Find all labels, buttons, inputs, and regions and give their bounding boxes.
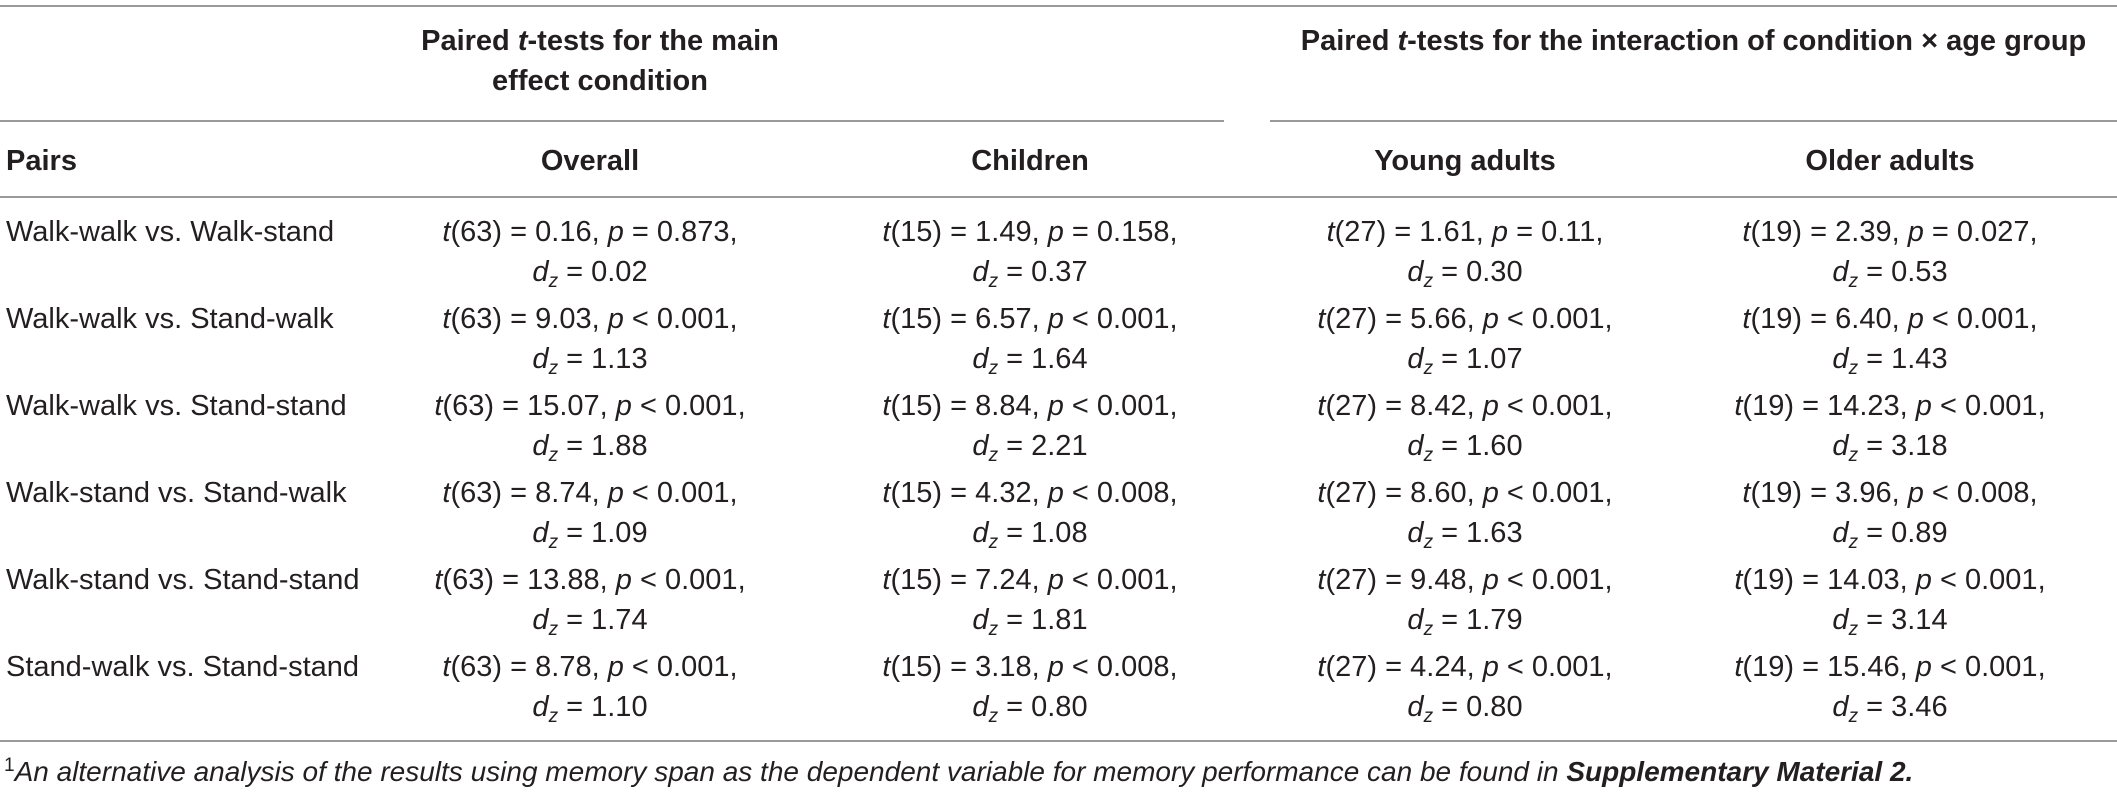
- col-head-young: Young adults: [1374, 145, 1556, 177]
- table-row: Walk-walk vs. Stand-stand t(63) = 15.07, …: [0, 386, 2117, 474]
- stat-cell-overall: t(63) = 13.88, p < 0.001, dz = 1.74: [434, 564, 746, 640]
- stat-cell-older: t(19) = 6.40, p < 0.001, dz = 1.43: [1742, 303, 2038, 379]
- main-effect-underline: [0, 120, 1224, 122]
- stat-cell-children: t(15) = 8.84, p < 0.001, dz = 2.21: [882, 390, 1178, 466]
- pair-label: Walk-walk vs. Walk-stand: [6, 216, 335, 248]
- stat-cell-young: t(27) = 1.61, p = 0.11, dz = 0.30: [1326, 216, 1604, 292]
- stat-cell-children: t(15) = 3.18, p < 0.008, dz = 0.80: [882, 651, 1178, 727]
- pair-label: Walk-walk vs. Stand-walk: [6, 303, 334, 335]
- stat-cell-children: t(15) = 4.32, p < 0.008, dz = 1.08: [882, 477, 1178, 553]
- interaction-underline: [1270, 120, 2117, 122]
- stat-cell-overall: t(63) = 0.16, p = 0.873, dz = 0.02: [442, 216, 738, 292]
- table-row: Walk-stand vs. Stand-walk t(63) = 8.74, p…: [0, 473, 2117, 561]
- col-head-pairs: Pairs: [6, 145, 77, 177]
- table-row: Walk-walk vs. Walk-stand t(63) = 0.16, p …: [0, 212, 2117, 300]
- stat-cell-overall: t(63) = 9.03, p < 0.001, dz = 1.13: [442, 303, 738, 379]
- main-effect-title: Paired t-tests for the main effect condi…: [330, 21, 870, 101]
- stat-cell-older: t(19) = 2.39, p = 0.027, dz = 0.53: [1742, 216, 2038, 292]
- stat-cell-older: t(19) = 3.96, p < 0.008, dz = 0.89: [1742, 477, 2038, 553]
- pair-label: Stand-walk vs. Stand-stand: [6, 651, 360, 683]
- bottom-rule: [0, 740, 2117, 742]
- col-head-children: Children: [971, 145, 1089, 177]
- pair-label: Walk-stand vs. Stand-walk: [6, 477, 347, 509]
- stat-cell-children: t(15) = 7.24, p < 0.001, dz = 1.81: [882, 564, 1178, 640]
- stat-cell-older: t(19) = 14.23, p < 0.001, dz = 3.18: [1734, 390, 2046, 466]
- main-effect-title-line2: effect condition: [492, 65, 708, 97]
- stat-cell-older: t(19) = 15.46, p < 0.001, dz = 3.46: [1734, 651, 2046, 727]
- top-rule: [0, 5, 2117, 7]
- footnote-text: An alternative analysis of the results u…: [14, 756, 1567, 787]
- pair-label: Walk-walk vs. Stand-stand: [6, 390, 347, 422]
- stat-cell-overall: t(63) = 8.74, p < 0.001, dz = 1.09: [442, 477, 738, 553]
- interaction-title: Paired t-tests for the interaction of co…: [1300, 25, 2087, 57]
- header-rule: [0, 196, 2117, 198]
- stat-cell-young: t(27) = 4.24, p < 0.001, dz = 0.80: [1317, 651, 1613, 727]
- stat-cell-young: t(27) = 8.60, p < 0.001, dz = 1.63: [1317, 477, 1613, 553]
- col-head-overall: Overall: [540, 145, 640, 177]
- table-row: Walk-walk vs. Stand-walk t(63) = 9.03, p …: [0, 299, 2117, 387]
- table-row: Stand-walk vs. Stand-stand t(63) = 8.78, …: [0, 647, 2117, 735]
- stat-cell-young: t(27) = 5.66, p < 0.001, dz = 1.07: [1317, 303, 1613, 379]
- stat-cell-young: t(27) = 9.48, p < 0.001, dz = 1.79: [1317, 564, 1613, 640]
- pair-label: Walk-stand vs. Stand-stand: [6, 564, 360, 596]
- stat-cell-children: t(15) = 6.57, p < 0.001, dz = 1.64: [882, 303, 1178, 379]
- stat-cell-overall: t(63) = 15.07, p < 0.001, dz = 1.88: [434, 390, 746, 466]
- main-effect-title-line1: Paired t-tests for the main: [421, 25, 779, 57]
- stat-cell-overall: t(63) = 8.78, p < 0.001, dz = 1.10: [442, 651, 738, 727]
- footnote: 1An alternative analysis of the results …: [4, 752, 1913, 792]
- footnote-marker: 1: [4, 755, 15, 776]
- table-row: Walk-stand vs. Stand-stand t(63) = 13.88,…: [0, 560, 2117, 648]
- col-head-older: Older adults: [1805, 145, 1975, 177]
- footnote-reference: Supplementary Material 2.: [1566, 756, 1914, 787]
- stat-cell-children: t(15) = 1.49, p = 0.158, dz = 0.37: [882, 216, 1178, 292]
- stat-cell-young: t(27) = 8.42, p < 0.001, dz = 1.60: [1317, 390, 1613, 466]
- stat-cell-older: t(19) = 14.03, p < 0.001, dz = 3.14: [1734, 564, 2046, 640]
